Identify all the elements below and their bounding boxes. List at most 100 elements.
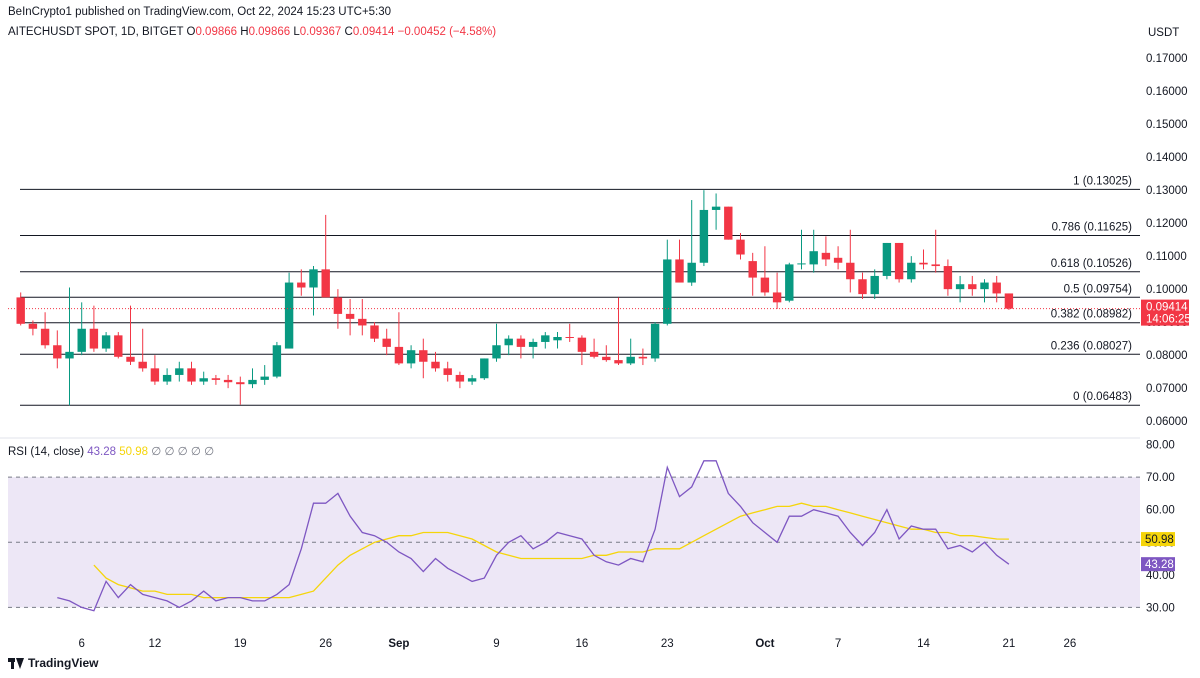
candle-body — [541, 335, 550, 342]
candle-body — [248, 379, 257, 385]
price-tick-label: 0.06000 — [1146, 416, 1188, 428]
time-tick-label: Oct — [755, 638, 774, 650]
candle-body — [16, 297, 25, 324]
fib-level-label: 0.236 (0.08027) — [1051, 340, 1132, 352]
candle-body — [162, 374, 172, 382]
fib-level-label: 0.382 (0.08982) — [1051, 309, 1132, 321]
time-tick-label: 26 — [319, 638, 332, 650]
time-tick-label: 26 — [1064, 638, 1077, 650]
rsi-band-background — [8, 477, 1140, 608]
last-price-tag: 0.09414 14:06:25 — [1141, 299, 1191, 326]
candle-body — [187, 368, 196, 382]
price-tick-label: 0.12000 — [1146, 218, 1188, 230]
candle-body — [553, 337, 562, 341]
candle-body — [199, 378, 208, 382]
price-tick-label: 0.16000 — [1146, 86, 1188, 98]
rsi-value-tags: 50.98 43.28 — [1141, 532, 1175, 572]
candle-body — [309, 269, 318, 288]
candle-body — [394, 346, 404, 364]
candle-body — [846, 262, 855, 280]
fib-level-label: 0.786 (0.11625) — [1052, 222, 1133, 234]
candle-body — [980, 282, 989, 290]
candle-body — [955, 284, 965, 290]
candle-body — [638, 356, 648, 359]
price-tick-label: 0.11000 — [1146, 251, 1187, 263]
candle-body — [492, 345, 501, 359]
rsi-legend: RSI (14, close) 43.28 50.98 ∅ ∅ ∅ ∅ ∅ — [8, 444, 214, 458]
candle-body — [614, 360, 623, 364]
candle-body — [870, 275, 879, 295]
candles — [8, 190, 1140, 406]
rsi-pane — [8, 460, 1140, 612]
rsi-tick-label: 60.00 — [1146, 505, 1175, 517]
fib-level-label: 0.5 (0.09754) — [1064, 283, 1133, 295]
candle-body — [1004, 293, 1014, 309]
candle-body — [907, 262, 916, 280]
fib-level-label: 0 (0.06483) — [1073, 391, 1132, 403]
rsi-tick-label: 40.00 — [1146, 570, 1175, 582]
publisher-line: BeInCrypto1 published on TradingView.com… — [8, 6, 392, 18]
close-value: 0.09414 — [352, 26, 395, 38]
candle-body — [77, 328, 86, 352]
fib-level-label: 1 (0.13025) — [1073, 175, 1132, 187]
time-tick-label: 9 — [493, 638, 499, 650]
candle-body — [358, 318, 367, 326]
candle-body — [528, 341, 538, 347]
rsi-extra-values: ∅ ∅ ∅ ∅ ∅ — [151, 446, 215, 458]
candle-body — [40, 328, 50, 346]
candle-body — [89, 328, 99, 349]
candle-body — [858, 279, 867, 295]
candle-body — [114, 335, 123, 357]
candle-body — [687, 262, 696, 283]
candle-body — [516, 338, 526, 347]
candle-body — [333, 297, 343, 314]
candle-body — [406, 350, 416, 364]
rsi-ma-tag-background — [1141, 532, 1175, 547]
rsi-label: RSI (14, close) — [8, 446, 85, 458]
candle-body — [577, 337, 587, 352]
candle-body — [711, 206, 721, 210]
candle-body — [626, 356, 635, 364]
open-value: 0.09866 — [195, 26, 238, 38]
price-tick-label: 0.14000 — [1146, 152, 1188, 164]
candle-body — [943, 266, 953, 290]
time-tick-label: 14 — [917, 638, 930, 650]
candle-body — [455, 374, 465, 382]
candle-body — [284, 282, 294, 349]
time-tick-label: 7 — [835, 638, 841, 650]
price-tag-value: 0.09414 — [1146, 302, 1188, 314]
candle-body — [236, 382, 245, 385]
candle-body — [602, 356, 611, 361]
symbol-legend: AITECHUSDT SPOT, 1D, BITGET O0.09866 H0.… — [8, 26, 496, 38]
candle-body — [443, 368, 452, 375]
candle-body — [480, 358, 489, 379]
currency-label[interactable]: USDT — [1148, 27, 1180, 39]
candle-body — [663, 259, 672, 324]
price-tick-label: 0.08000 — [1146, 350, 1188, 362]
candle-body — [101, 335, 111, 349]
candle-body — [211, 378, 221, 380]
candle-body — [345, 313, 355, 319]
symbol-name: AITECHUSDT SPOT, 1D, BITGET — [8, 26, 184, 38]
candle-body — [589, 351, 599, 357]
price-tick-label: 0.13000 — [1146, 185, 1188, 197]
close-label: C — [344, 26, 353, 38]
candle-body — [150, 368, 160, 382]
candle-body — [321, 269, 330, 298]
candle-body — [28, 323, 38, 329]
time-tick-label: 12 — [149, 638, 162, 650]
time-tick-label: Sep — [388, 638, 409, 650]
price-axis: 0.17000 0.16000 0.15000 0.14000 0.13000 0.120… — [1146, 53, 1188, 428]
tradingview-brand: TradingView — [28, 656, 99, 670]
price-chart[interactable]: 1 (0.13025) 0.786 (0.11625) 0.618 (0.10526… — [0, 0, 1200, 650]
time-tick-label: 6 — [78, 638, 84, 650]
candle-body — [382, 338, 391, 347]
fibonacci-retracement: 1 (0.13025) 0.786 (0.11625) 0.618 (0.10526… — [20, 175, 1140, 406]
candle-body — [968, 284, 977, 290]
candle-body — [504, 338, 513, 346]
candle-body — [272, 345, 282, 377]
tradingview-footer[interactable]: TradingView — [8, 656, 98, 670]
high-label: H — [240, 26, 249, 38]
time-tick-label: 19 — [234, 638, 247, 650]
